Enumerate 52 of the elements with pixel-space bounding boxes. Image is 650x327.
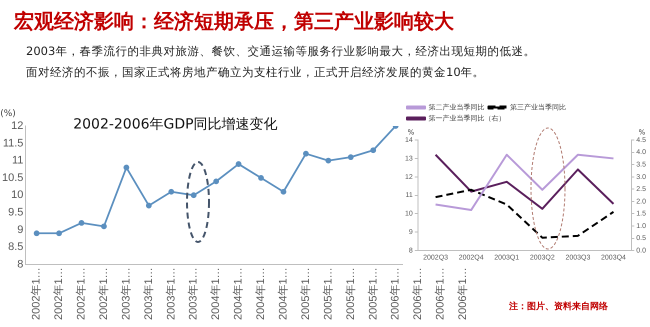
y-tick-label: 10 [11, 189, 24, 202]
x-tick-label: 2005年1… [367, 267, 380, 320]
y-axis-title: (%) [0, 108, 16, 119]
point [303, 150, 309, 157]
x-tick-label: 2005年1… [322, 267, 334, 320]
x-tick-label: 2006年1… [434, 267, 447, 320]
point [280, 188, 286, 195]
x-tick-label: 2002年1… [30, 267, 43, 320]
y-tick-label: 9.5 [8, 206, 24, 219]
x-tick-label: 2004年1… [255, 267, 268, 320]
point [34, 230, 40, 236]
y-tick-label: 11 [12, 154, 24, 167]
y-tick-label: 10.5 [2, 172, 24, 184]
x-tick-label: 2002年1… [98, 267, 110, 320]
x-tick-label: 2002年1… [53, 267, 66, 320]
point [190, 192, 197, 198]
y-tick-label: 9 [17, 224, 24, 236]
x-tick-label: 2003年1… [165, 267, 178, 320]
point [168, 188, 174, 195]
point [236, 161, 242, 167]
x-tick-label: 2005年1… [300, 267, 312, 320]
x-tick-label: 2005年1… [344, 267, 357, 320]
point [213, 178, 220, 184]
y-tick-label: 8 [17, 258, 24, 270]
point [258, 175, 264, 181]
x-tick-label: 2002年1… [76, 267, 88, 320]
point [56, 230, 62, 236]
x-tick-label: 2004年1… [277, 267, 290, 320]
point [146, 202, 152, 208]
point [370, 147, 376, 154]
x-tick-label: 2006年1… [412, 267, 424, 320]
line-series [434, 188, 614, 239]
x-tick-label: 2003年1… [142, 267, 155, 320]
chart-title: 2002-2006年GDP同比增速变化 [73, 116, 278, 133]
text: 注：图片、资料来自网络 [509, 300, 608, 313]
text: 宏观经济影响：经济短期承压，第三产业影响较大 [14, 8, 454, 35]
point [325, 158, 332, 164]
x-tick-label: 2004年1… [210, 267, 222, 320]
point [348, 154, 354, 160]
point [101, 223, 107, 230]
point [123, 164, 130, 170]
x-tick-label: 2003年1… [120, 267, 132, 320]
point [78, 220, 84, 226]
x-tick-label: 2006年1… [390, 267, 402, 320]
x-tick-label: 2006年1… [457, 267, 470, 320]
y-tick-label: 11.5 [2, 137, 24, 150]
x-tick-label: 2003年1… [188, 267, 200, 320]
text: 面对经济的不振，国家正式将房地产确立为支柱行业，正式开启经济发展的黄金10年。 [26, 65, 485, 80]
y-tick-label: 12 [11, 120, 24, 132]
text: 2003年，春季流行的非典对旅游、餐饮、交通运输等服务行业影响最大，经济出现短期的低迷。 [26, 44, 536, 59]
x-tick-label: 2004年1… [232, 267, 245, 320]
y-tick-label: 8.5 [8, 241, 24, 254]
